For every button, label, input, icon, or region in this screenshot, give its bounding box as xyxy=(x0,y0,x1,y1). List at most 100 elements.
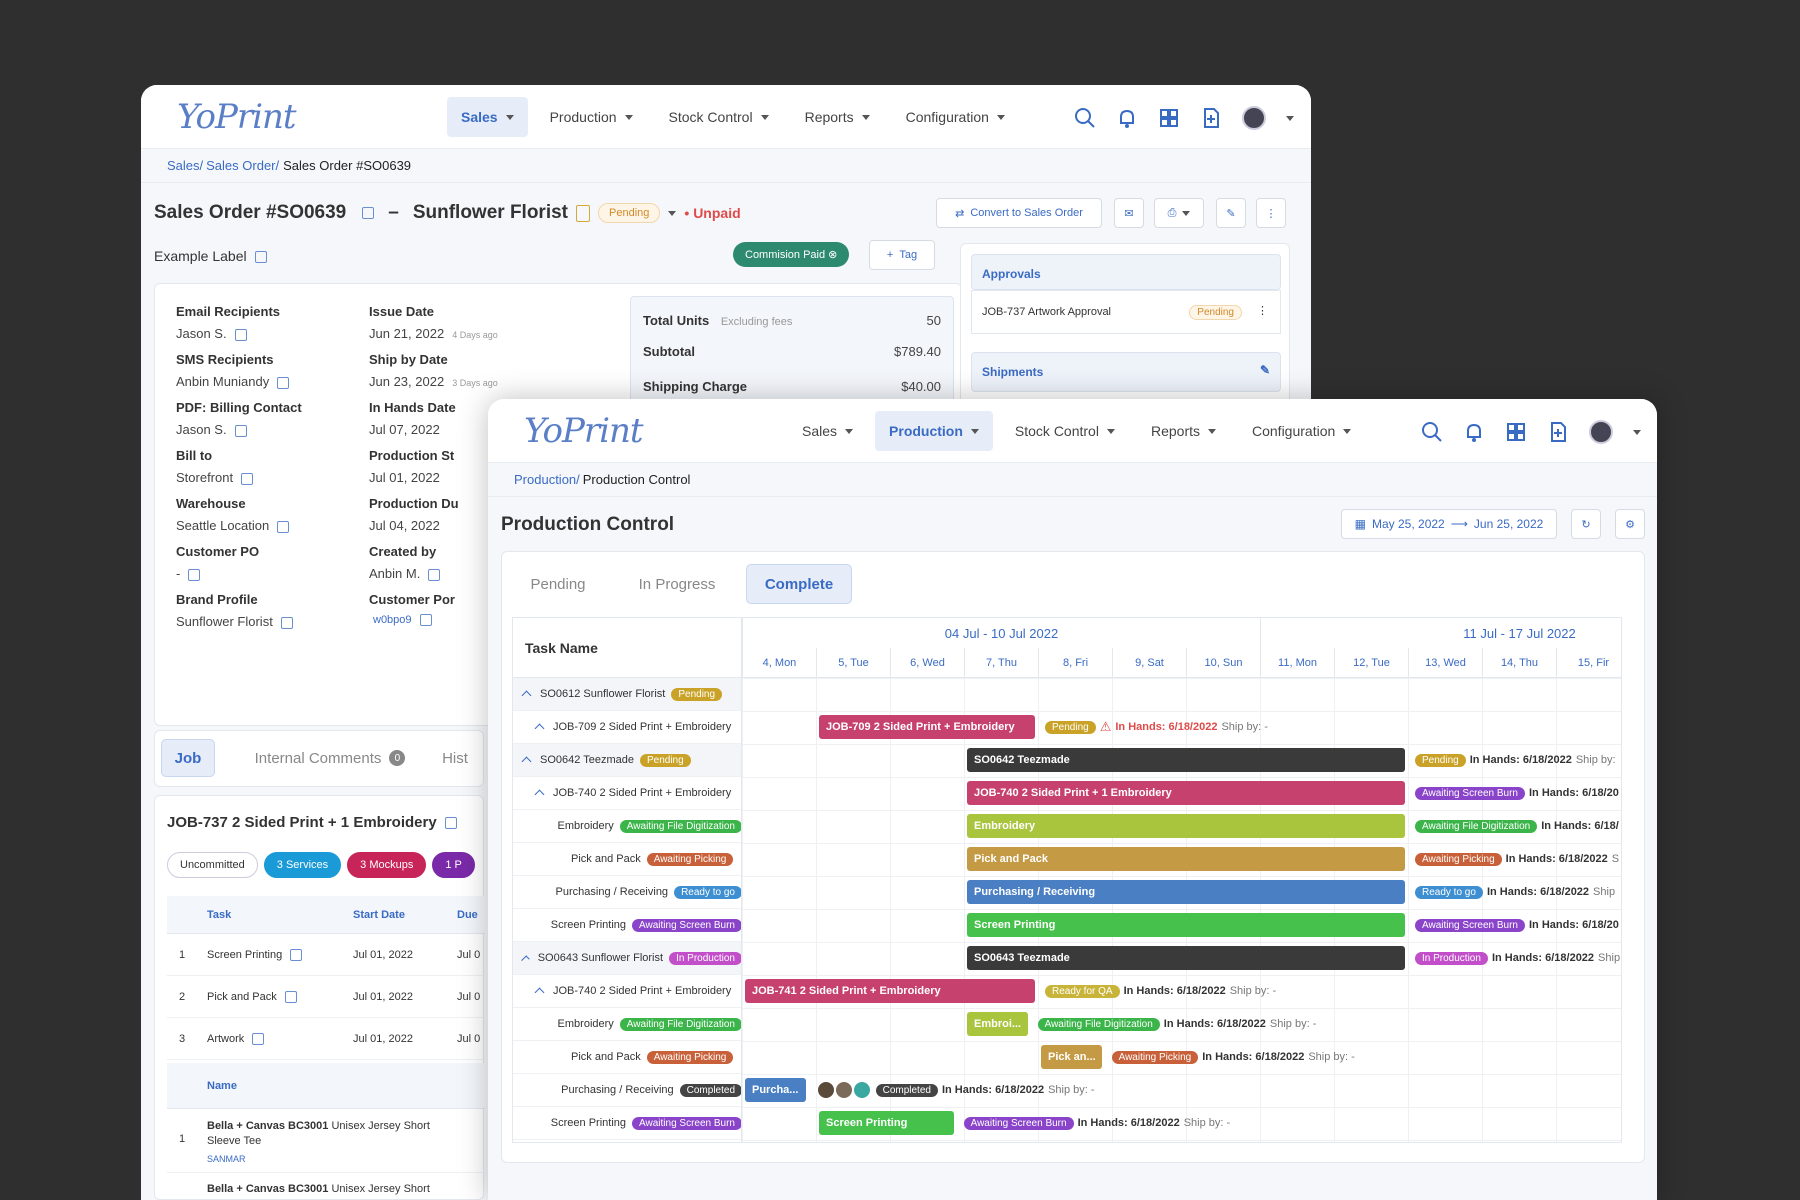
nav-stock-control[interactable]: Stock Control xyxy=(655,97,783,137)
brand-logo[interactable]: YoPrint xyxy=(177,97,297,137)
edit-icon[interactable] xyxy=(234,424,247,437)
breadcrumb-production[interactable]: Production/ xyxy=(514,472,580,487)
refresh-button[interactable]: ↻ xyxy=(1571,509,1601,539)
kebab-icon[interactable]: ⋮ xyxy=(1257,305,1268,317)
approvals-header[interactable]: Approvals xyxy=(971,254,1281,290)
edit-icon[interactable] xyxy=(277,520,290,533)
job-chip[interactable]: 3 Services xyxy=(263,852,342,878)
qr-scan-icon[interactable] xyxy=(1158,107,1180,129)
chevron-up-icon[interactable] xyxy=(534,987,545,998)
approval-item[interactable]: JOB-737 Artwork Approval Pending ⋮ xyxy=(971,290,1281,334)
tab-in-progress[interactable]: In Progress xyxy=(638,575,716,593)
user-avatar[interactable] xyxy=(1589,420,1613,444)
search-icon[interactable] xyxy=(1421,421,1443,443)
gantt-bar[interactable]: Purchasing / Receiving xyxy=(967,880,1405,904)
nav-reports[interactable]: Reports xyxy=(1137,411,1230,451)
brand-logo[interactable]: YoPrint xyxy=(524,411,644,451)
add-tag-button[interactable]: + Tag xyxy=(869,240,935,270)
gantt-row[interactable]: Pick and Pack Awaiting Picking xyxy=(513,843,741,876)
gantt-row[interactable]: JOB-740 2 Sided Print + Embroidery xyxy=(513,975,741,1008)
user-avatar[interactable] xyxy=(1242,106,1266,130)
email-button[interactable]: ✉ xyxy=(1114,198,1144,228)
chevron-down-icon[interactable] xyxy=(1633,429,1641,435)
chevron-up-icon[interactable] xyxy=(521,756,532,767)
gantt-row[interactable]: Purchasing / Receiving Completed xyxy=(513,1074,741,1107)
gantt-row[interactable]: SO0642 Teezmade Pending xyxy=(513,744,741,777)
gantt-bar[interactable]: SO0642 Teezmade xyxy=(967,748,1405,772)
tab-history[interactable]: Hist xyxy=(442,749,468,767)
edit-icon[interactable] xyxy=(444,817,457,830)
tab-job[interactable]: Job xyxy=(161,739,215,777)
edit-icon[interactable] xyxy=(241,472,254,485)
edit-icon[interactable]: ✎ xyxy=(1259,363,1270,377)
edit-icon[interactable] xyxy=(254,251,267,264)
edit-icon[interactable] xyxy=(277,376,290,389)
edit-button[interactable]: ✎ xyxy=(1216,198,1246,228)
edit-icon[interactable] xyxy=(252,1033,265,1046)
gantt-row[interactable]: Screen Printing Awaiting Screen Burn xyxy=(513,1107,741,1140)
print-button[interactable]: ⎙ xyxy=(1154,198,1204,228)
nav-reports[interactable]: Reports xyxy=(791,97,884,137)
gantt-row[interactable]: JOB-740 2 Sided Print + Embroidery xyxy=(513,777,741,810)
job-chip[interactable]: 3 Mockups xyxy=(347,852,427,878)
gantt-row[interactable]: Screen Printing Awaiting Screen Burn xyxy=(513,909,741,942)
gantt-bar[interactable]: JOB-741 2 Sided Print + Embroidery xyxy=(745,979,1035,1003)
nav-configuration[interactable]: Configuration xyxy=(892,97,1019,137)
search-icon[interactable] xyxy=(1074,107,1096,129)
chevron-up-icon[interactable] xyxy=(534,723,545,734)
gantt-bar[interactable]: SO0643 Teezmade xyxy=(967,946,1405,970)
edit-icon[interactable] xyxy=(290,949,303,962)
settings-button[interactable]: ⚙ xyxy=(1615,509,1645,539)
nav-production[interactable]: Production xyxy=(875,411,993,451)
gantt-bar[interactable]: JOB-740 2 Sided Print + 1 Embroidery xyxy=(967,781,1405,805)
edit-icon[interactable] xyxy=(428,568,441,581)
gantt-bar[interactable]: JOB-709 2 Sided Print + Embroidery xyxy=(819,715,1035,739)
tab-complete[interactable]: Complete xyxy=(746,564,852,604)
gantt-row[interactable]: Pick and Pack Awaiting Picking xyxy=(513,1041,741,1074)
chevron-up-icon[interactable] xyxy=(521,690,532,701)
job-chip[interactable]: 1 P xyxy=(432,852,475,878)
edit-icon[interactable] xyxy=(362,207,375,219)
bell-icon[interactable] xyxy=(1463,421,1485,443)
job-chip[interactable]: Uncommitted xyxy=(167,852,258,878)
nav-sales[interactable]: Sales xyxy=(447,97,528,137)
gantt-bar[interactable]: Pick and Pack xyxy=(967,847,1405,871)
tab-internal-comments[interactable]: Internal Comments 0 xyxy=(245,739,415,777)
edit-icon[interactable] xyxy=(280,616,293,629)
new-document-icon[interactable] xyxy=(1200,107,1222,129)
convert-button[interactable]: ⇄ Convert to Sales Order xyxy=(936,198,1102,228)
chevron-up-icon[interactable] xyxy=(521,955,530,964)
chevron-down-icon[interactable] xyxy=(1286,115,1294,121)
gantt-bar[interactable]: Purcha... xyxy=(745,1078,806,1102)
nav-configuration[interactable]: Configuration xyxy=(1238,411,1365,451)
nav-stock-control[interactable]: Stock Control xyxy=(1001,411,1129,451)
nav-sales[interactable]: Sales xyxy=(788,411,867,451)
shipments-header[interactable]: Shipments ✎ xyxy=(971,352,1281,392)
assignee-avatar[interactable] xyxy=(851,1080,872,1100)
gantt-bar[interactable]: Screen Printing xyxy=(967,913,1405,937)
tab-pending[interactable]: Pending xyxy=(530,575,586,593)
date-range-picker[interactable]: ▦ May 25, 2022 ⟶ Jun 25, 2022 xyxy=(1341,509,1557,539)
table-row[interactable]: 1 Bella + Canvas BC3001 Unisex Jersey Sh… xyxy=(167,1109,485,1173)
chevron-up-icon[interactable] xyxy=(534,789,545,800)
edit-icon[interactable] xyxy=(234,328,247,341)
gantt-row[interactable]: Purchasing / Receiving Ready to go xyxy=(513,876,741,909)
gantt-bar[interactable]: Embroi... xyxy=(967,1012,1028,1036)
qr-scan-icon[interactable] xyxy=(1505,421,1527,443)
bell-icon[interactable] xyxy=(1116,107,1138,129)
table-row[interactable]: 2 Pick and Pack Jul 01, 2022 Jul 0 xyxy=(167,976,485,1018)
assignee-avatar[interactable] xyxy=(833,1080,854,1100)
gantt-row[interactable]: Embroidery Awaiting File Digitization xyxy=(513,810,741,843)
gantt-row[interactable]: JOB-709 2 Sided Print + Embroidery xyxy=(513,711,741,744)
gantt-row[interactable]: Embroidery Awaiting File Digitization xyxy=(513,1008,741,1041)
assignee-avatar[interactable] xyxy=(815,1080,836,1100)
commission-tag[interactable]: Commision Paid ⊗ xyxy=(733,242,850,267)
gantt-bar[interactable]: Screen Printing xyxy=(819,1111,954,1135)
breadcrumb-sales[interactable]: Sales/ xyxy=(167,158,204,173)
gantt-bar[interactable]: Pick an... xyxy=(1041,1045,1102,1069)
table-row[interactable]: Bella + Canvas BC3001 Unisex Jersey Shor… xyxy=(207,1183,430,1195)
chevron-down-icon[interactable] xyxy=(668,210,677,216)
status-badge[interactable]: Pending xyxy=(598,203,661,223)
edit-icon[interactable] xyxy=(419,614,432,627)
nav-production[interactable]: Production xyxy=(536,97,647,137)
